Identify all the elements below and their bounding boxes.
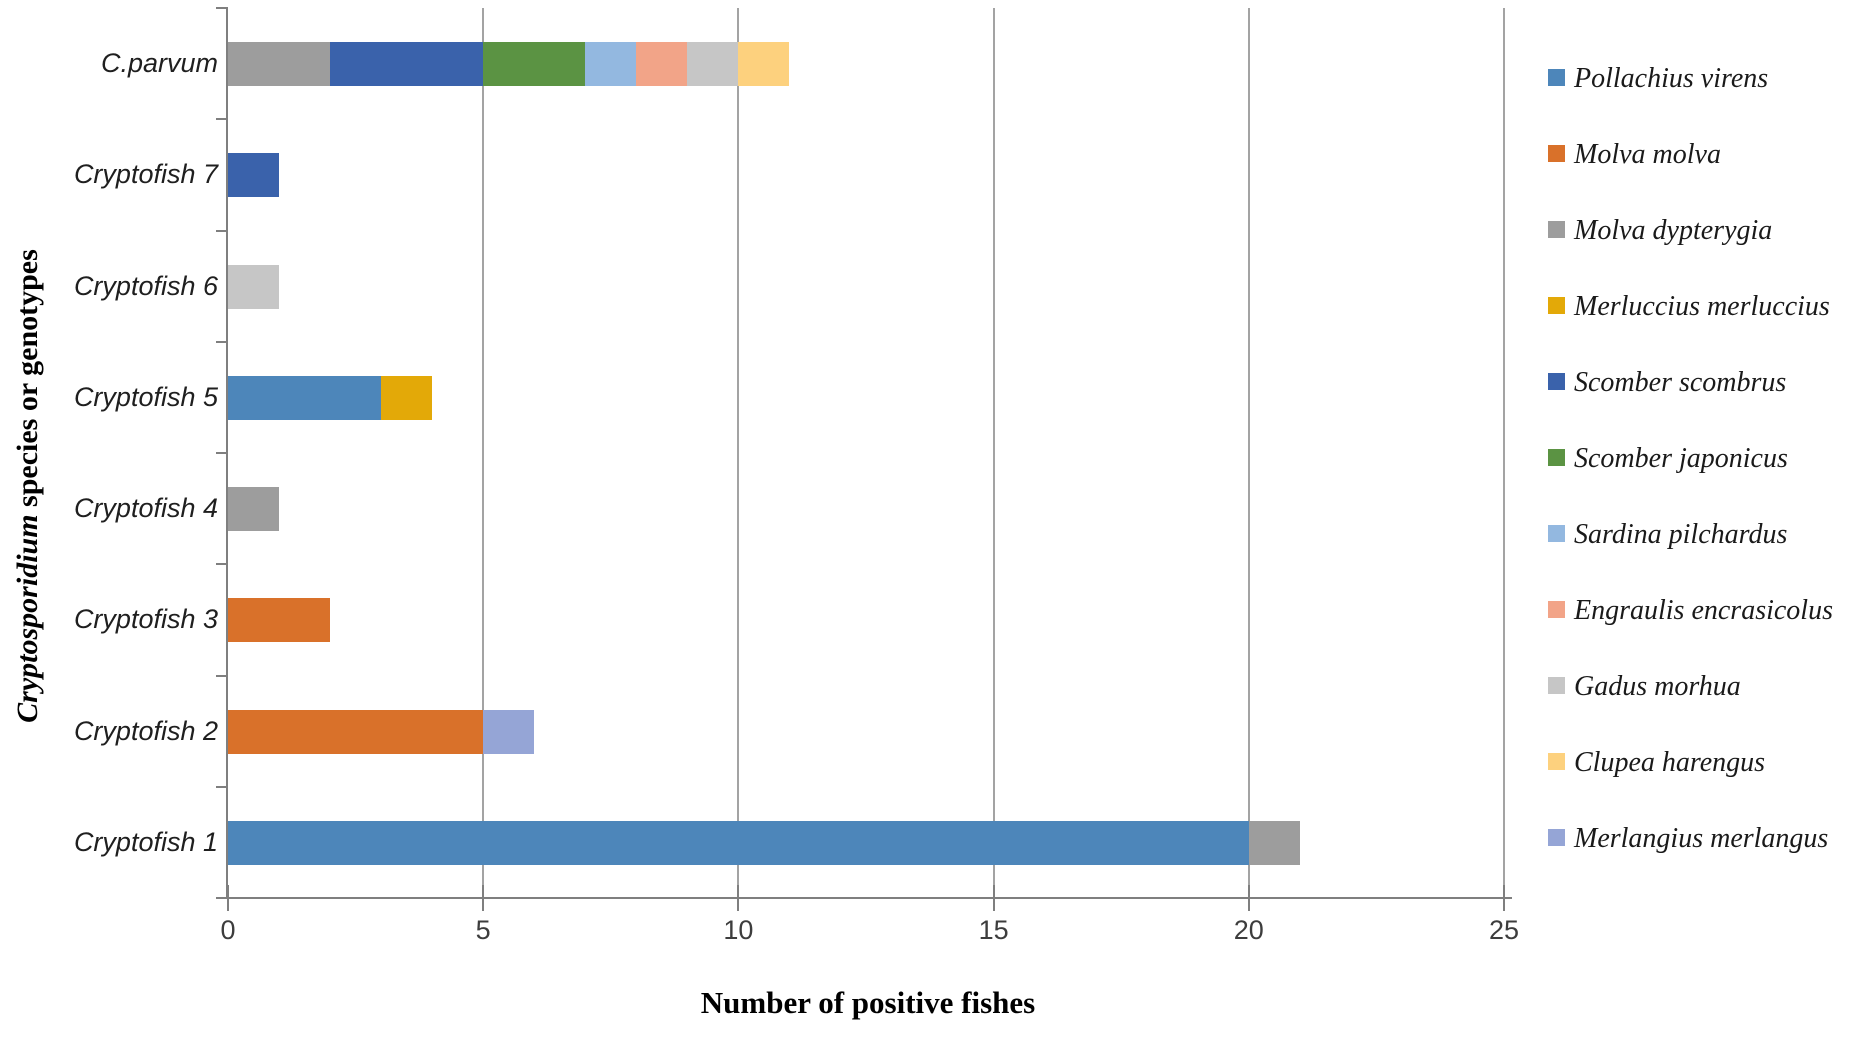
bar-segment-molva-dypterygia (228, 486, 280, 531)
legend-item-scomber-scombrus: Scomber scombrus (1548, 365, 1836, 400)
y-axis-tick (216, 675, 228, 677)
category-label-c-parvum: C.parvum (100, 47, 218, 78)
legend-label: Engraulis encrasicolus (1574, 595, 1833, 626)
legend-item-gadus-morhua: Gadus morhua (1548, 669, 1836, 704)
bar-segment-pollachius-virens (228, 820, 1249, 865)
x-tick-label-10: 10 (723, 915, 754, 945)
legend-item-clupea-harengus: Clupea harengus (1548, 745, 1836, 780)
gridline-x-25 (1503, 8, 1505, 898)
bar-segment-merlangius-merlangus (483, 709, 535, 754)
x-axis-tick (737, 885, 740, 911)
category-label-cryptofish-4: Cryptofish 4 (73, 492, 218, 523)
category-label-cryptofish-6: Cryptofish 6 (73, 270, 218, 301)
bar-segment-scomber-scombrus (228, 152, 280, 197)
x-tick-label-0: 0 (220, 915, 236, 945)
legend-swatch-icon (1548, 221, 1565, 238)
legend-item-pollachius-virens: Pollachius virens (1548, 61, 1836, 96)
legend-label: Molva molva (1574, 139, 1721, 170)
legend-swatch-icon (1548, 753, 1565, 770)
legend-swatch-icon (1548, 829, 1565, 846)
legend-swatch-icon (1548, 677, 1565, 694)
category-label-cryptofish-3: Cryptofish 3 (73, 603, 218, 634)
legend-label: Merlangius merlangus (1574, 823, 1829, 854)
legend-item-scomber-japonicus: Scomber japonicus (1548, 441, 1836, 476)
bar-segment-clupea-harengus (738, 41, 790, 86)
x-axis-tick (992, 885, 995, 911)
x-axis-tick (1247, 885, 1250, 911)
x-axis-tick (1503, 885, 1505, 911)
category-label-cryptofish-1: Cryptofish 1 (73, 826, 218, 857)
plot-area (228, 8, 1505, 898)
gridline-x-5 (482, 8, 485, 898)
legend-item-merlangius-merlangus: Merlangius merlangus (1548, 821, 1836, 856)
legend-swatch-icon (1548, 525, 1565, 542)
x-axis-line (220, 897, 1512, 899)
legend-swatch-icon (1548, 601, 1565, 618)
gridline-x-10 (737, 8, 740, 898)
gridline-x-20 (1247, 8, 1250, 898)
bar-segment-gadus-morhua (687, 41, 739, 86)
legend-swatch-icon (1548, 449, 1565, 466)
legend-label: Scomber japonicus (1574, 443, 1788, 474)
bar-segment-pollachius-virens (228, 375, 382, 420)
bar-segment-merluccius-merluccius (381, 375, 433, 420)
y-axis-tick (216, 563, 228, 565)
x-axis-tick (482, 885, 485, 911)
chart-legend: Pollachius virens Molva molva Molva dypter… (1548, 0, 1848, 1057)
x-tick-label-20: 20 (1233, 915, 1264, 945)
legend-label: Gadus morhua (1574, 671, 1741, 702)
x-tick-label-5: 5 (475, 915, 491, 945)
bar-segment-molva-molva (228, 597, 331, 642)
legend-swatch-icon (1548, 373, 1565, 390)
y-axis-tick (216, 341, 228, 343)
bar-segment-molva-dypterygia (228, 41, 331, 86)
legend-item-molva-molva: Molva molva (1548, 137, 1836, 172)
legend-label: Pollachius virens (1574, 63, 1769, 94)
x-axis-title: Number of positive fishes (700, 985, 1036, 1020)
y-axis-tick (216, 7, 228, 9)
legend-label: Molva dypterygia (1574, 215, 1773, 246)
legend-item-sardina-pilchardus: Sardina pilchardus (1548, 517, 1836, 552)
y-axis-tick (216, 786, 228, 788)
legend-label: Merluccius merluccius (1574, 291, 1830, 322)
legend-item-merluccius-merluccius: Merluccius merluccius (1548, 289, 1836, 324)
bar-segment-sardina-pilchardus (585, 41, 637, 86)
x-tick-label-25: 25 (1488, 915, 1520, 945)
bar-segment-scomber-scombrus (330, 41, 484, 86)
x-tick-label-15: 15 (978, 915, 1009, 945)
y-axis-tick (216, 452, 228, 454)
legend-label: Clupea harengus (1574, 747, 1766, 778)
x-axis-tick (227, 885, 229, 911)
y-axis-tick (216, 118, 228, 120)
category-label-cryptofish-2: Cryptofish 2 (73, 715, 218, 746)
gridline-x-15 (992, 8, 995, 898)
category-label-cryptofish-7: Cryptofish 7 (73, 158, 218, 189)
bar-segment-molva-molva (228, 709, 484, 754)
bar-segment-molva-dypterygia (1248, 820, 1300, 865)
legend-label: Sardina pilchardus (1574, 519, 1788, 550)
category-label-cryptofish-5: Cryptofish 5 (73, 381, 218, 412)
bar-segment-gadus-morhua (228, 264, 280, 309)
legend-item-molva-dypterygia: Molva dypterygia (1548, 213, 1836, 248)
legend-item-engraulis-encrasicolus: Engraulis encrasicolus (1548, 593, 1836, 628)
y-axis-tick (216, 897, 228, 899)
bar-segment-engraulis-encrasicolus (636, 41, 688, 86)
bar-segment-scomber-japonicus (483, 41, 586, 86)
legend-swatch-icon (1548, 69, 1565, 86)
legend-swatch-icon (1548, 145, 1565, 162)
legend-label: Scomber scombrus (1574, 367, 1787, 398)
legend-swatch-icon (1548, 297, 1565, 314)
y-axis-tick (216, 230, 228, 232)
